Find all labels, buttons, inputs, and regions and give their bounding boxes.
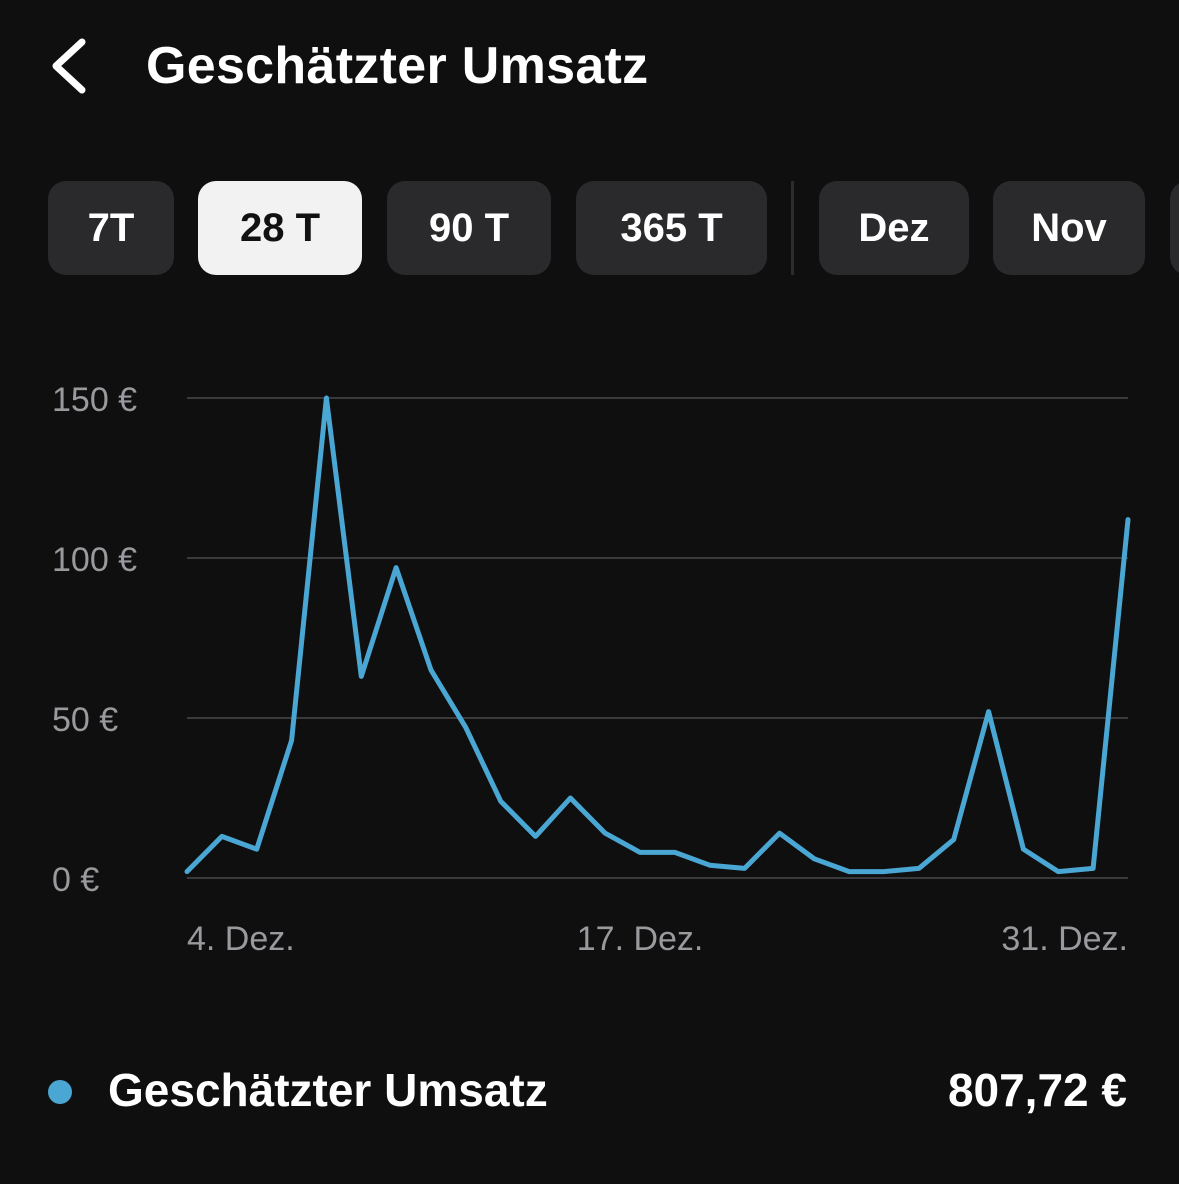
x-tick-label: 31. Dez.: [1001, 920, 1128, 958]
line-chart: 150 € 100 € 50 € 0 € 4. Dez. 17. Dez. 31. Dez.: [52, 381, 1131, 958]
filter-chip-90t[interactable]: 90 T: [387, 181, 551, 275]
legend-row: Geschätzter Umsatz 807,72 €: [0, 1055, 1179, 1127]
legend-total-value: 807,72 €: [947, 1064, 1127, 1116]
y-tick-label: 150 €: [52, 381, 137, 419]
filter-chip-365t[interactable]: 365 T: [576, 181, 767, 275]
filter-chip-more[interactable]: [1170, 181, 1179, 275]
period-filter-bar: 7T 28 T 90 T 365 T Dez Nov: [0, 181, 1179, 275]
page-title: Geschätzter Umsatz: [146, 37, 649, 95]
filter-chip-nov[interactable]: Nov: [993, 181, 1145, 275]
y-tick-label: 0 €: [52, 861, 99, 899]
x-tick-label: 4. Dez.: [187, 920, 295, 958]
revenue-series-line: [184, 395, 1131, 875]
legend-label: Geschätzter Umsatz: [108, 1064, 548, 1116]
filter-chip-7t[interactable]: 7T: [48, 181, 174, 275]
x-tick-label: 17. Dez.: [577, 920, 704, 958]
filter-divider: [791, 181, 794, 275]
filter-chip-dez[interactable]: Dez: [819, 181, 969, 275]
back-button[interactable]: [40, 30, 104, 102]
y-tick-label: 100 €: [52, 541, 137, 579]
filter-chip-28t[interactable]: 28 T: [198, 181, 362, 275]
chevron-left-icon: [52, 38, 86, 94]
header: Geschätzter Umsatz: [0, 0, 1179, 140]
legend-dot: [48, 1080, 72, 1104]
y-tick-label: 50 €: [52, 701, 118, 739]
revenue-chart: 150 € 100 € 50 € 0 € 4. Dez. 17. Dez. 31. Dez.: [0, 360, 1179, 980]
